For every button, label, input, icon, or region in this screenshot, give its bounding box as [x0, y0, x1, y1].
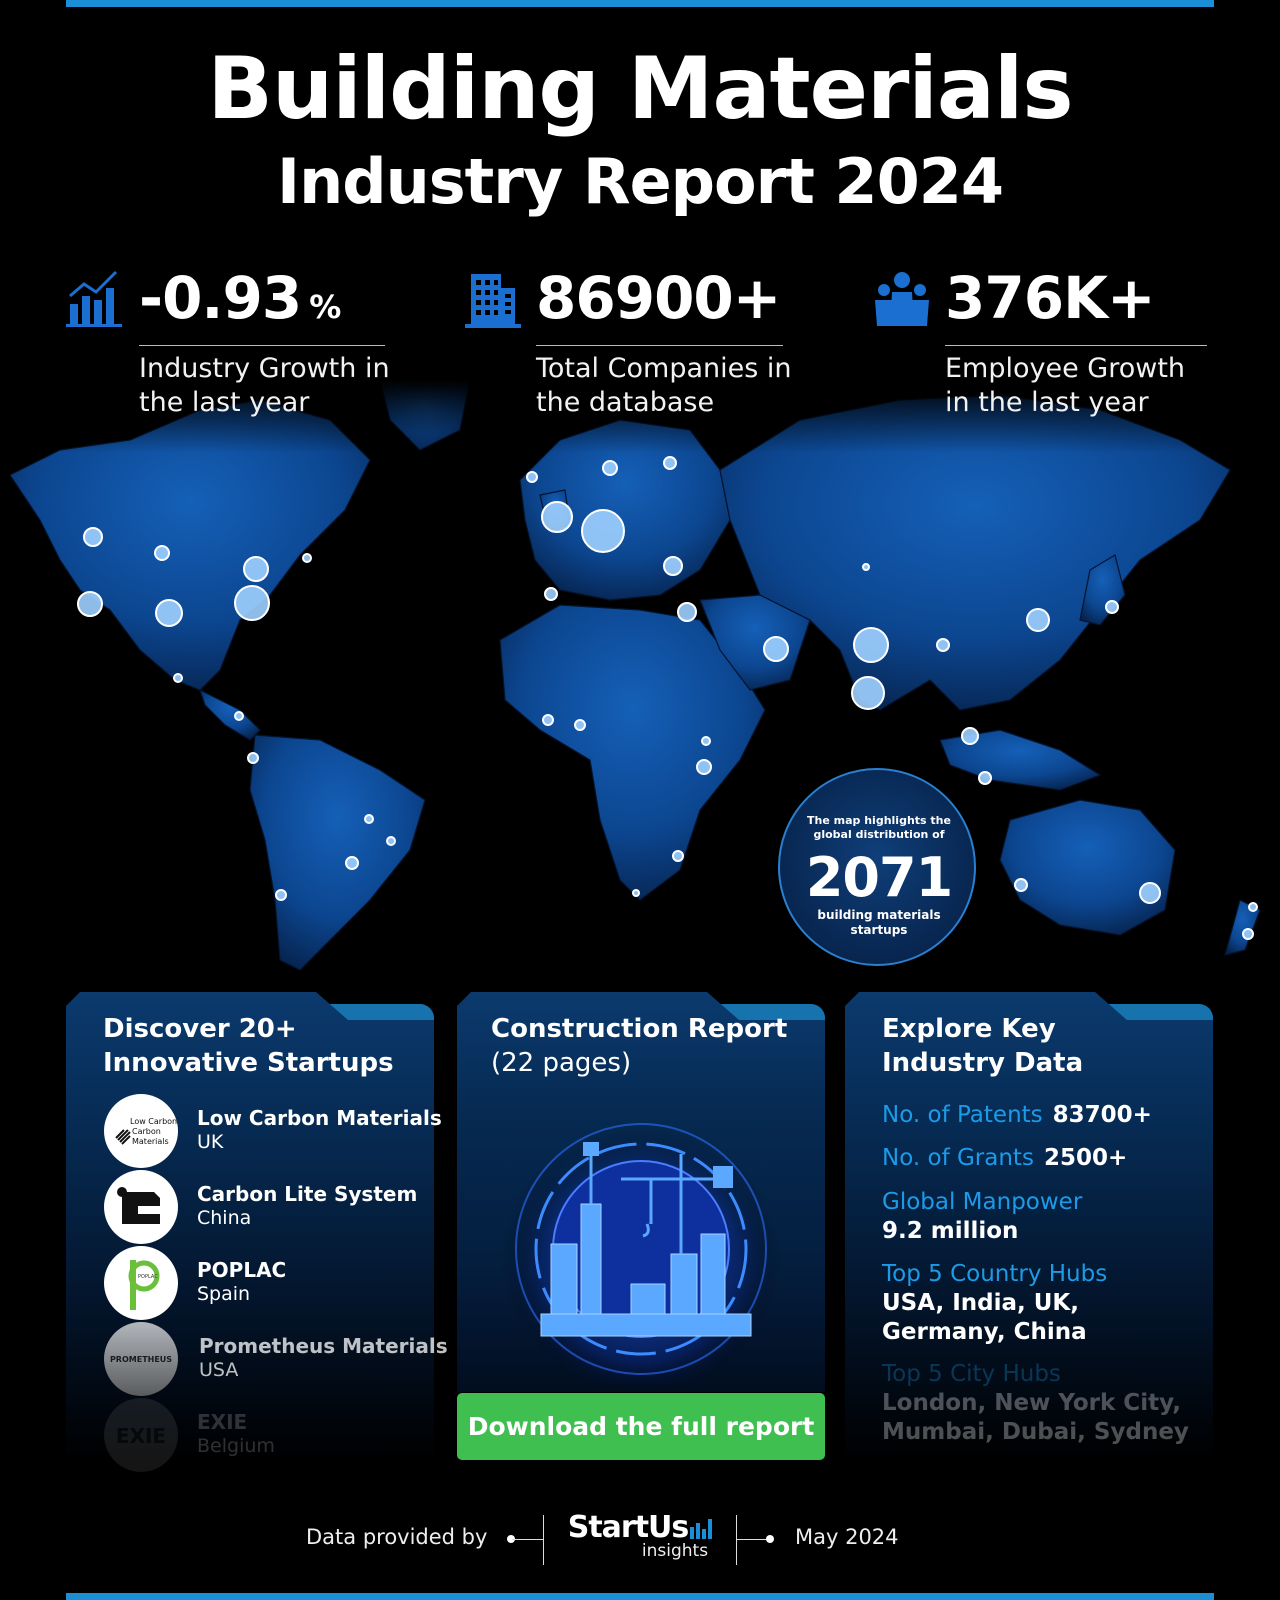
card-title: Explore Key Industry Data [882, 1014, 1084, 1078]
stat-value: 86900+ [536, 264, 781, 332]
startup-item[interactable]: Low Carbon Materials Carbon Materials Lo… [104, 1094, 442, 1168]
building-icon [465, 274, 521, 328]
startup-logo: EXIE [104, 1398, 178, 1472]
patents-row: No. of Patents 83700+ [882, 1102, 1152, 1128]
footer-dot [766, 1535, 774, 1543]
footer-divider [543, 1515, 544, 1565]
city-hubs-block: Top 5 City Hubs London, New York City, M… [882, 1361, 1189, 1445]
divider [945, 345, 1207, 346]
startup-country: China [197, 1207, 252, 1229]
stat-value: 376K+ [945, 264, 1156, 332]
svg-text:Low Carbon Materials: Low Carbon Materials [130, 1117, 178, 1126]
svg-text:Carbon: Carbon [132, 1127, 161, 1136]
startup-country: UK [197, 1131, 224, 1153]
stat-label: Industry Growth in the last year [139, 353, 390, 418]
svg-text:PROMETHEUS: PROMETHEUS [110, 1355, 172, 1364]
download-report-button[interactable]: Download the full report [457, 1393, 825, 1460]
card-body [845, 992, 1213, 1462]
startup-item[interactable]: POPLAC POPLAC Spain [104, 1246, 424, 1320]
startup-logo: POPLAC [104, 1246, 178, 1320]
startus-logo[interactable]: StartUs insights [565, 1510, 715, 1561]
startup-country: USA [199, 1359, 239, 1381]
startup-country: Belgium [197, 1435, 275, 1457]
grants-row: No. of Grants 2500+ [882, 1145, 1128, 1171]
growth-chart-icon [66, 270, 122, 327]
svg-text:Materials: Materials [132, 1137, 169, 1146]
construction-illustration [501, 1109, 781, 1384]
startup-count-badge: The map highlights the global distributi… [778, 768, 976, 966]
startup-country: Spain [197, 1283, 251, 1305]
divider [536, 345, 783, 346]
startup-name: EXIE [197, 1410, 248, 1434]
bar-logo-icon [690, 1518, 713, 1539]
industry-data-card: Explore Key Industry Data No. of Patents… [845, 992, 1213, 1462]
startup-name: Low Carbon Materials [197, 1106, 442, 1130]
report-card: Construction Report (22 pages) [457, 992, 825, 1392]
stat-value: -0.93% [139, 264, 341, 332]
footer-line [737, 1539, 769, 1540]
stat-label: Employee Growth in the last year [945, 353, 1186, 418]
top-accent-bar [66, 0, 1214, 7]
startup-name: Prometheus Materials [199, 1334, 448, 1358]
startup-name: Carbon Lite System [197, 1182, 418, 1206]
world-map [0, 380, 1280, 990]
footer-provided-by: Data provided by [306, 1525, 488, 1549]
card-title: Construction Report (22 pages) [491, 1014, 788, 1078]
startup-name: POPLAC [197, 1258, 287, 1282]
footer-date: May 2024 [795, 1525, 899, 1549]
svg-text:POPLAC: POPLAC [138, 1274, 158, 1280]
startups-card: Discover 20+ Innovative Startups Low Car… [66, 992, 448, 1472]
page-title: Building Materials [207, 39, 1073, 139]
startup-logo [104, 1170, 178, 1244]
footer-dot [507, 1535, 515, 1543]
startup-item[interactable]: EXIE EXIE Belgium [104, 1398, 424, 1472]
page-subtitle: Industry Report 2024 [277, 145, 1004, 218]
people-icon [875, 272, 929, 326]
badge-bottom-text: building materials startups [817, 908, 941, 937]
country-hubs-block: Top 5 Country Hubs USA, India, UK, Germa… [882, 1261, 1108, 1345]
divider [139, 345, 385, 346]
startup-item[interactable]: PROMETHEUS Prometheus Materials USA [104, 1322, 448, 1396]
startup-logo: PROMETHEUS [104, 1322, 178, 1396]
footer-line [512, 1539, 544, 1540]
card-title: Discover 20+ Innovative Startups [103, 1014, 394, 1078]
badge-top-text: The map highlights the global distributi… [807, 814, 951, 841]
badge-number: 2071 [805, 846, 953, 909]
startup-logo: Low Carbon Materials Carbon Materials [104, 1094, 178, 1168]
svg-text:EXIE: EXIE [116, 1424, 166, 1448]
footer-divider [736, 1515, 737, 1565]
stat-label: Total Companies in the database [536, 353, 792, 418]
manpower-block: Global Manpower 9.2 million [882, 1189, 1083, 1244]
startup-item[interactable]: Carbon Lite System China [104, 1170, 424, 1244]
bottom-accent-bar [66, 1593, 1214, 1600]
